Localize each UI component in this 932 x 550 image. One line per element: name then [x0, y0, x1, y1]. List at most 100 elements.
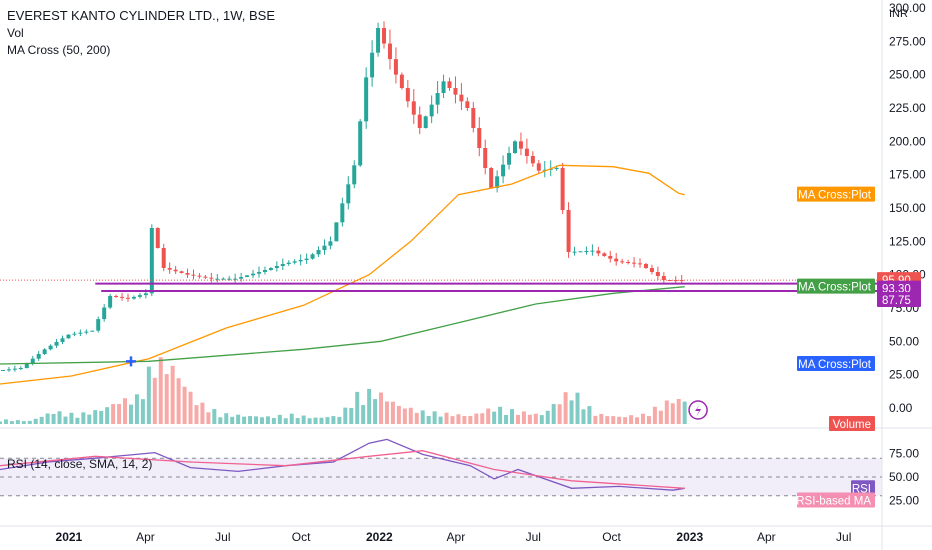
price-tick-label: 225.00	[889, 101, 926, 115]
series-tag-bg	[797, 356, 875, 371]
candle-body	[42, 349, 47, 354]
price-tick-label: 150.00	[889, 201, 926, 215]
candle-body	[614, 258, 619, 262]
candle-body	[298, 260, 303, 262]
volume-bar	[652, 406, 657, 424]
candle-body	[542, 169, 547, 171]
volume-bar	[545, 410, 550, 424]
volume-bar	[176, 378, 181, 424]
candle-body	[376, 28, 381, 53]
candle-body	[471, 108, 476, 128]
candle-body	[429, 104, 434, 117]
volume-bar	[504, 415, 509, 424]
volume-bar	[152, 377, 157, 424]
volume-bar	[664, 400, 669, 424]
time-tick-label: Jul	[836, 530, 851, 544]
volume-bar	[51, 413, 56, 424]
volume-bar	[563, 392, 568, 424]
candle-body	[221, 278, 226, 280]
candle-body	[554, 168, 559, 169]
candle-body	[239, 277, 244, 279]
time-tick-label: 2022	[366, 530, 393, 544]
candle-body	[322, 245, 327, 250]
candle-body	[655, 272, 660, 276]
candle-body	[108, 296, 113, 308]
volume-bar	[218, 417, 223, 424]
volume-bar	[182, 386, 187, 424]
price-tick-label: 200.00	[889, 134, 926, 148]
candle-body	[405, 88, 410, 102]
lightning-glyph	[695, 404, 702, 417]
volume-bar	[474, 413, 479, 424]
series-tag: MA Cross:Plot	[798, 359, 872, 371]
chart-title: EVEREST KANTO CYLINDER LTD., 1W, BSE	[7, 8, 276, 23]
candle-body	[536, 163, 541, 171]
candle-body	[197, 275, 202, 277]
candle-body	[66, 334, 71, 339]
candle-body	[60, 338, 65, 342]
volume-bar	[575, 392, 580, 424]
candle-body	[96, 319, 101, 331]
volume-bar	[236, 414, 241, 424]
candle-body	[364, 77, 369, 122]
rsi-tag-bg	[797, 492, 875, 508]
time-tick-label: Apr	[757, 530, 776, 544]
volume-bar	[277, 414, 282, 424]
volume-bar	[57, 411, 62, 424]
volume-bar	[456, 414, 461, 424]
volume-bar	[188, 391, 193, 424]
volume-bar	[212, 409, 217, 424]
volume-bar	[242, 416, 247, 424]
price-tick-label: 250.00	[889, 68, 926, 82]
candle-body	[411, 101, 416, 115]
candle-body	[560, 168, 565, 210]
candle-body	[304, 258, 309, 260]
level-label-bg	[877, 280, 921, 296]
candle-body	[131, 296, 136, 299]
volume-bar	[140, 399, 145, 424]
volume-bar	[480, 413, 485, 424]
candle-body	[399, 74, 404, 88]
time-tick-label: 2023	[676, 530, 703, 544]
candle-body	[382, 28, 387, 44]
candle-body	[203, 276, 208, 278]
candle-body	[489, 168, 494, 188]
ma50-line	[0, 164, 685, 385]
candle-body	[280, 264, 285, 266]
candle-body	[215, 278, 220, 280]
volume-bar	[426, 416, 431, 424]
candle-body	[608, 256, 613, 259]
series-tag-bg	[829, 416, 875, 431]
volume-bar	[313, 417, 318, 424]
candle-body	[185, 273, 190, 275]
volume-bar	[361, 405, 366, 424]
candle-body	[292, 261, 297, 263]
candle-body	[507, 153, 512, 165]
volume-bar	[551, 404, 556, 424]
volume-bar	[75, 417, 80, 424]
candle-body	[209, 277, 214, 279]
candle-body	[18, 368, 23, 369]
volume-bar	[617, 416, 622, 424]
series-tag-bg	[797, 186, 875, 202]
candle-body	[661, 276, 666, 280]
rsi-legend: RSI (14, close, SMA, 14, 2)	[7, 457, 153, 471]
level-label-bg	[877, 292, 921, 307]
volume-legend: Vol	[7, 26, 24, 40]
candle-body	[447, 81, 452, 88]
candle-body	[483, 148, 488, 168]
volume-bar	[93, 410, 98, 424]
rsi-tick-label: 50.00	[889, 470, 919, 484]
volume-bar	[414, 412, 419, 424]
candle-body	[501, 164, 506, 177]
candle-body	[643, 264, 648, 268]
volume-bar	[521, 411, 526, 424]
volume-bar	[265, 416, 270, 424]
level-label: 87.75	[882, 295, 911, 307]
candle-body	[0, 370, 5, 371]
candle-body	[620, 261, 625, 263]
volume-bar	[492, 411, 497, 424]
volume-bar	[373, 399, 378, 424]
candle-body	[48, 345, 53, 350]
